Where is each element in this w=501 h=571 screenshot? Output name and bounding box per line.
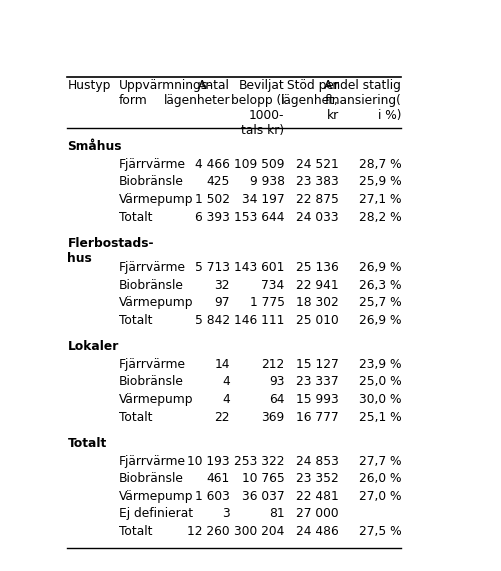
Text: 10 193: 10 193 bbox=[187, 455, 229, 468]
Text: Värmepump: Värmepump bbox=[119, 393, 193, 406]
Text: Lokaler: Lokaler bbox=[67, 340, 119, 353]
Text: 24 033: 24 033 bbox=[296, 211, 338, 223]
Text: Biobränsle: Biobränsle bbox=[119, 279, 184, 292]
Text: Värmepump: Värmepump bbox=[119, 193, 193, 206]
Text: 30,0 %: 30,0 % bbox=[358, 393, 400, 406]
Text: 1 775: 1 775 bbox=[249, 296, 284, 309]
Text: 4: 4 bbox=[222, 375, 229, 388]
Text: 5 842: 5 842 bbox=[194, 314, 229, 327]
Text: 461: 461 bbox=[206, 472, 229, 485]
Text: 25 010: 25 010 bbox=[296, 314, 338, 327]
Text: Beviljat
belopp (i
1000-
tals kr): Beviljat belopp (i 1000- tals kr) bbox=[230, 79, 284, 137]
Text: 22 941: 22 941 bbox=[296, 279, 338, 292]
Text: 27,7 %: 27,7 % bbox=[358, 455, 400, 468]
Text: 23 337: 23 337 bbox=[296, 375, 338, 388]
Text: Stöd per
lägenhet,
kr: Stöd per lägenhet, kr bbox=[281, 79, 338, 122]
Text: 300 204: 300 204 bbox=[233, 525, 284, 538]
Text: 146 111: 146 111 bbox=[233, 314, 284, 327]
Text: 16 777: 16 777 bbox=[296, 411, 338, 424]
Text: 32: 32 bbox=[214, 279, 229, 292]
Text: Biobränsle: Biobränsle bbox=[119, 175, 184, 188]
Text: 64: 64 bbox=[269, 393, 284, 406]
Text: 1 603: 1 603 bbox=[195, 490, 229, 502]
Text: Hustyp: Hustyp bbox=[67, 79, 111, 92]
Text: Fjärrvärme: Fjärrvärme bbox=[119, 455, 186, 468]
Text: 28,2 %: 28,2 % bbox=[358, 211, 400, 223]
Text: 27,5 %: 27,5 % bbox=[358, 525, 400, 538]
Text: 36 037: 36 037 bbox=[241, 490, 284, 502]
Text: Biobränsle: Biobränsle bbox=[119, 375, 184, 388]
Text: 26,9 %: 26,9 % bbox=[358, 261, 400, 274]
Text: 4: 4 bbox=[222, 393, 229, 406]
Text: 24 853: 24 853 bbox=[296, 455, 338, 468]
Text: Totalt: Totalt bbox=[119, 411, 152, 424]
Text: 81: 81 bbox=[269, 507, 284, 520]
Text: 22 875: 22 875 bbox=[296, 193, 338, 206]
Text: 15 993: 15 993 bbox=[296, 393, 338, 406]
Text: Totalt: Totalt bbox=[119, 211, 152, 223]
Text: 6 393: 6 393 bbox=[195, 211, 229, 223]
Text: 27,1 %: 27,1 % bbox=[358, 193, 400, 206]
Text: Fjärrvärme: Fjärrvärme bbox=[119, 261, 186, 274]
Text: 24 486: 24 486 bbox=[296, 525, 338, 538]
Text: 23 352: 23 352 bbox=[296, 472, 338, 485]
Text: 26,9 %: 26,9 % bbox=[358, 314, 400, 327]
Text: 4 466: 4 466 bbox=[195, 158, 229, 171]
Text: 34 197: 34 197 bbox=[241, 193, 284, 206]
Text: 143 601: 143 601 bbox=[233, 261, 284, 274]
Text: 253 322: 253 322 bbox=[233, 455, 284, 468]
Text: 25,7 %: 25,7 % bbox=[358, 296, 400, 309]
Text: 425: 425 bbox=[206, 175, 229, 188]
Text: 23,9 %: 23,9 % bbox=[358, 358, 400, 371]
Text: 734: 734 bbox=[261, 279, 284, 292]
Text: 18 302: 18 302 bbox=[296, 296, 338, 309]
Text: Andel statlig
finansiering(
i %): Andel statlig finansiering( i %) bbox=[324, 79, 400, 122]
Text: Totalt: Totalt bbox=[119, 314, 152, 327]
Text: 25,0 %: 25,0 % bbox=[358, 375, 400, 388]
Text: 27,0 %: 27,0 % bbox=[358, 490, 400, 502]
Text: 97: 97 bbox=[214, 296, 229, 309]
Text: 27 000: 27 000 bbox=[296, 507, 338, 520]
Text: Totalt: Totalt bbox=[67, 437, 106, 450]
Text: Småhus: Småhus bbox=[67, 140, 122, 153]
Text: 26,0 %: 26,0 % bbox=[358, 472, 400, 485]
Text: 14: 14 bbox=[214, 358, 229, 371]
Text: 3: 3 bbox=[222, 507, 229, 520]
Text: 109 509: 109 509 bbox=[233, 158, 284, 171]
Text: 10 765: 10 765 bbox=[241, 472, 284, 485]
Text: 22 481: 22 481 bbox=[296, 490, 338, 502]
Text: 15 127: 15 127 bbox=[296, 358, 338, 371]
Text: 24 521: 24 521 bbox=[296, 158, 338, 171]
Text: Fjärrvärme: Fjärrvärme bbox=[119, 158, 186, 171]
Text: Värmepump: Värmepump bbox=[119, 490, 193, 502]
Text: 369: 369 bbox=[261, 411, 284, 424]
Text: 22: 22 bbox=[214, 411, 229, 424]
Text: 153 644: 153 644 bbox=[233, 211, 284, 223]
Text: 12 260: 12 260 bbox=[187, 525, 229, 538]
Text: Ej definierat: Ej definierat bbox=[119, 507, 193, 520]
Text: 1 502: 1 502 bbox=[195, 193, 229, 206]
Text: 28,7 %: 28,7 % bbox=[358, 158, 400, 171]
Text: 212: 212 bbox=[261, 358, 284, 371]
Text: Fjärrvärme: Fjärrvärme bbox=[119, 358, 186, 371]
Text: 25 136: 25 136 bbox=[296, 261, 338, 274]
Text: Totalt: Totalt bbox=[119, 525, 152, 538]
Text: Antal
lägenheter: Antal lägenheter bbox=[163, 79, 229, 107]
Text: 93: 93 bbox=[269, 375, 284, 388]
Text: 5 713: 5 713 bbox=[195, 261, 229, 274]
Text: Flerbostads-
hus: Flerbostads- hus bbox=[67, 237, 154, 265]
Text: Biobränsle: Biobränsle bbox=[119, 472, 184, 485]
Text: 25,9 %: 25,9 % bbox=[358, 175, 400, 188]
Text: Värmepump: Värmepump bbox=[119, 296, 193, 309]
Text: 9 938: 9 938 bbox=[249, 175, 284, 188]
Text: 23 383: 23 383 bbox=[296, 175, 338, 188]
Text: 26,3 %: 26,3 % bbox=[358, 279, 400, 292]
Text: 25,1 %: 25,1 % bbox=[358, 411, 400, 424]
Text: Uppvärmnings-
form: Uppvärmnings- form bbox=[119, 79, 212, 107]
